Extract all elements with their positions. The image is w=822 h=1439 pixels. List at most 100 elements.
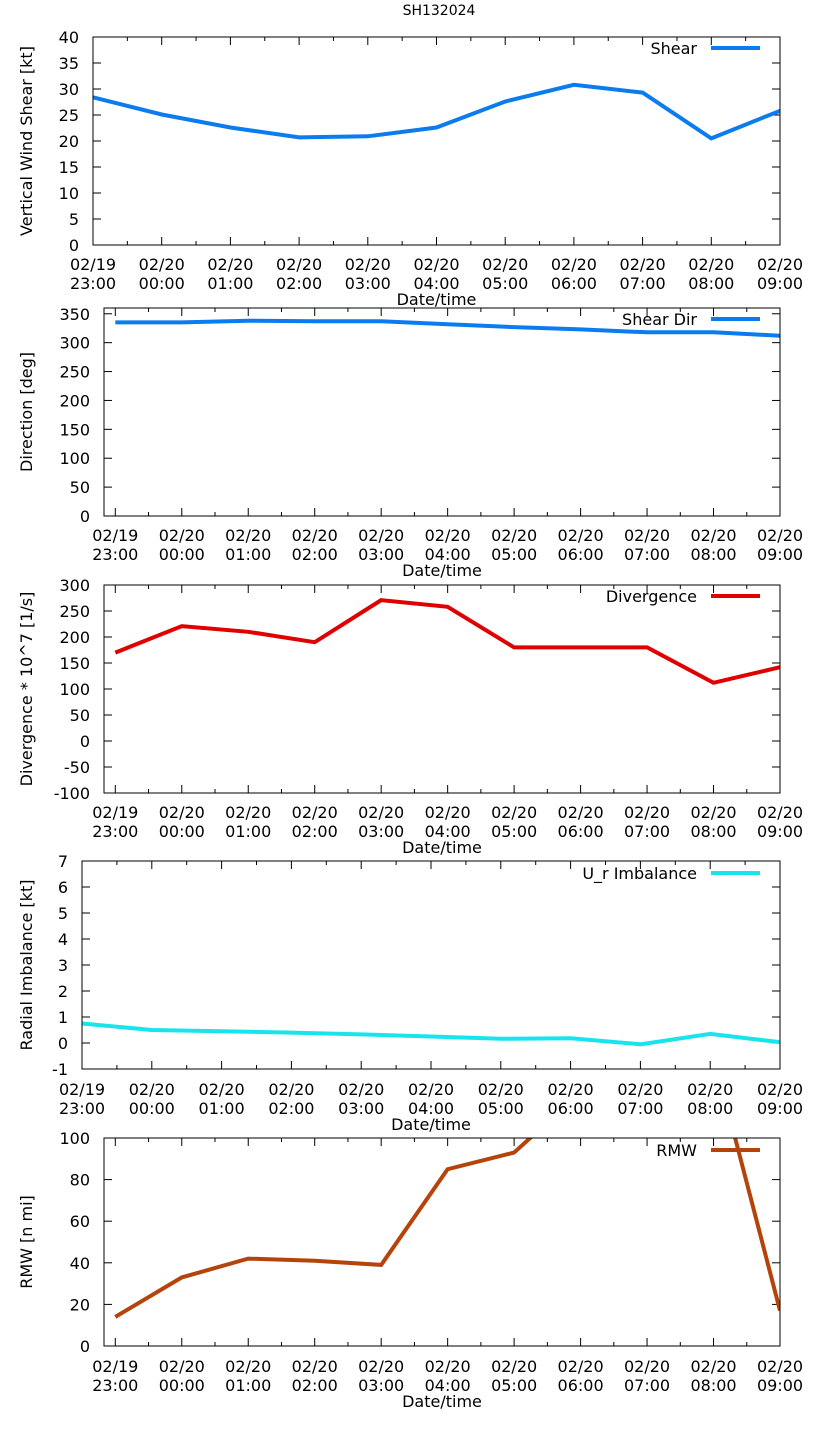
plot-border — [103, 584, 781, 794]
x-tick-label-date: 02/20 — [199, 1080, 245, 1099]
x-tick-label-time: 01:00 — [199, 1099, 245, 1118]
x-tick-label-date: 02/20 — [425, 526, 471, 545]
x-tick-label-date: 02/20 — [139, 255, 185, 274]
x-tick-label-time: 06:00 — [548, 1099, 594, 1118]
y-tick-label: 200 — [59, 391, 90, 410]
y-tick-label: 40 — [70, 1254, 90, 1273]
x-tick-label-time: 02:00 — [292, 1376, 338, 1395]
series-line-divergence — [114, 598, 780, 685]
x-tick-label-date: 02/20 — [425, 1357, 471, 1376]
x-tick-label-time: 07:00 — [617, 1099, 663, 1118]
x-tick-label-time: 09:00 — [757, 274, 803, 293]
y-axis-label: RMW [n mi] — [17, 1195, 36, 1289]
x-tick-label-time: 03:00 — [358, 545, 404, 564]
y-tick-label: 0 — [80, 1337, 90, 1356]
y-tick-label: 3 — [58, 956, 68, 975]
x-tick-label-date: 02/20 — [159, 803, 205, 822]
y-tick-label: 0 — [80, 507, 90, 526]
x-tick-label-time: 06:00 — [558, 1376, 604, 1395]
x-tick-label-date: 02/20 — [558, 1357, 604, 1376]
y-tick-label: 15 — [59, 158, 79, 177]
legend-label: Shear Dir — [622, 310, 697, 329]
x-tick-label-time: 04:00 — [425, 822, 471, 841]
x-tick-label-date: 02/20 — [408, 1080, 454, 1099]
x-tick-label-time: 02:00 — [276, 274, 322, 293]
x-axis-label: Date/time — [402, 838, 482, 857]
y-tick-label: 0 — [58, 1034, 68, 1053]
x-tick-label-date: 02/20 — [276, 255, 322, 274]
x-tick-label-time: 07:00 — [624, 1376, 670, 1395]
x-tick-label-date: 02/20 — [159, 526, 205, 545]
x-tick-label-time: 04:00 — [408, 1099, 454, 1118]
x-tick-label-time: 05:00 — [478, 1099, 524, 1118]
x-tick-label-time: 03:00 — [345, 274, 391, 293]
x-tick-label-date: 02/20 — [624, 526, 670, 545]
y-axis-label: Direction [deg] — [17, 352, 36, 472]
x-tick-label-time: 07:00 — [624, 822, 670, 841]
x-tick-label-time: 09:00 — [757, 1099, 803, 1118]
x-tick-label-date: 02/20 — [624, 803, 670, 822]
y-tick-label: 35 — [59, 54, 79, 73]
x-tick-label-date: 02/20 — [624, 1357, 670, 1376]
y-tick-label: 0 — [80, 732, 90, 751]
x-tick-label-date: 02/20 — [225, 803, 271, 822]
x-tick-label-time: 02:00 — [268, 1099, 314, 1118]
x-axis-label: Date/time — [402, 1392, 482, 1411]
y-tick-label: 4 — [58, 930, 68, 949]
y-tick-label: 7 — [58, 852, 68, 871]
x-axis-label: Date/time — [397, 290, 477, 309]
legend-label: U_r Imbalance — [582, 864, 697, 884]
x-tick-label-date: 02/20 — [687, 1080, 733, 1099]
x-tick-label-date: 02/20 — [413, 255, 459, 274]
x-tick-label-time: 23:00 — [59, 1099, 105, 1118]
y-tick-label: 50 — [70, 706, 90, 725]
figure-title: SH132024 — [403, 3, 476, 19]
x-tick-label-time: 03:00 — [358, 1376, 404, 1395]
y-tick-label: -1 — [52, 1060, 68, 1079]
y-tick-label: 20 — [70, 1295, 90, 1314]
x-tick-label-time: 04:00 — [413, 274, 459, 293]
y-tick-label: 80 — [70, 1171, 90, 1190]
x-tick-label-time: 23:00 — [92, 1376, 138, 1395]
y-tick-label: 50 — [70, 478, 90, 497]
y-tick-label: 0 — [69, 236, 79, 255]
x-tick-label-date: 02/20 — [548, 1080, 594, 1099]
legend-label: Shear — [650, 39, 697, 58]
y-tick-label: 1 — [58, 1008, 68, 1027]
x-tick-label-time: 09:00 — [757, 1376, 803, 1395]
x-tick-label-time: 07:00 — [620, 274, 666, 293]
x-tick-label-date: 02/20 — [358, 1357, 404, 1376]
x-tick-label-time: 05:00 — [491, 1376, 537, 1395]
x-tick-label-date: 02/20 — [425, 803, 471, 822]
x-tick-label-date: 02/20 — [225, 526, 271, 545]
series-line-u-r-imbalance — [82, 1021, 780, 1047]
x-tick-label-time: 01:00 — [225, 545, 271, 564]
x-tick-label-date: 02/20 — [207, 255, 253, 274]
x-tick-label-date: 02/20 — [690, 1357, 736, 1376]
y-tick-label: 150 — [59, 654, 90, 673]
x-tick-label-date: 02/20 — [558, 803, 604, 822]
y-tick-label: 250 — [59, 602, 90, 621]
x-tick-label-date: 02/20 — [617, 1080, 663, 1099]
y-axis-label: Radial Imbalance [kt] — [17, 880, 36, 1051]
y-tick-label: 250 — [59, 363, 90, 382]
series-line-shear-dir — [115, 318, 780, 338]
chart-panel-2: 05010015020025030035002/1923:0002/2000:0… — [17, 305, 803, 580]
x-tick-label-time: 00:00 — [159, 1376, 205, 1395]
x-tick-label-date: 02/20 — [358, 803, 404, 822]
y-axis-label: Vertical Wind Shear [kt] — [17, 46, 36, 236]
x-tick-label-time: 01:00 — [207, 274, 253, 293]
x-tick-label-time: 07:00 — [624, 545, 670, 564]
x-tick-label-time: 08:00 — [690, 545, 736, 564]
x-tick-label-date: 02/20 — [225, 1357, 271, 1376]
y-tick-label: 6 — [58, 878, 68, 897]
y-tick-label: 30 — [59, 80, 79, 99]
x-tick-label-time: 00:00 — [159, 822, 205, 841]
y-tick-label: 100 — [59, 680, 90, 699]
x-tick-label-date: 02/20 — [757, 255, 803, 274]
legend-label: Divergence — [606, 587, 697, 606]
x-tick-label-time: 06:00 — [558, 822, 604, 841]
x-tick-label-date: 02/20 — [292, 803, 338, 822]
